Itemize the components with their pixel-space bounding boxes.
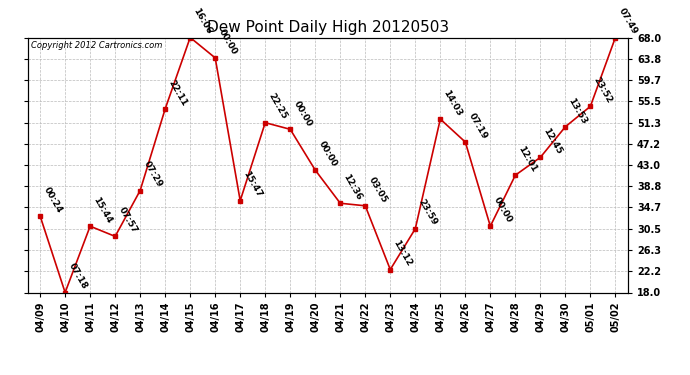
Text: Copyright 2012 Cartronics.com: Copyright 2012 Cartronics.com — [30, 41, 162, 50]
Text: 00:00: 00:00 — [317, 140, 339, 169]
Text: 07:49: 07:49 — [617, 7, 639, 36]
Text: 16:06: 16:06 — [192, 7, 214, 36]
Text: 23:59: 23:59 — [417, 198, 439, 227]
Text: 22:25: 22:25 — [266, 92, 288, 121]
Text: 00:24: 00:24 — [41, 185, 63, 214]
Text: 07:57: 07:57 — [117, 206, 139, 235]
Text: 13:53: 13:53 — [566, 96, 589, 125]
Text: 22:11: 22:11 — [166, 78, 188, 108]
Text: 13:12: 13:12 — [392, 239, 414, 268]
Text: 14:03: 14:03 — [442, 88, 464, 118]
Text: 12:01: 12:01 — [517, 145, 539, 174]
Text: 15:44: 15:44 — [92, 195, 114, 225]
Text: 07:18: 07:18 — [66, 262, 88, 291]
Text: 23:52: 23:52 — [592, 76, 614, 105]
Text: 12:36: 12:36 — [342, 172, 364, 202]
Text: 12:45: 12:45 — [542, 127, 564, 156]
Text: 03:05: 03:05 — [366, 176, 388, 204]
Text: 15:47: 15:47 — [241, 170, 264, 199]
Text: 07:29: 07:29 — [141, 160, 164, 189]
Text: 00:00: 00:00 — [492, 196, 513, 225]
Text: 00:00: 00:00 — [217, 28, 239, 57]
Text: 00:00: 00:00 — [292, 99, 313, 128]
Text: 07:19: 07:19 — [466, 111, 489, 141]
Title: Dew Point Daily High 20120503: Dew Point Daily High 20120503 — [207, 20, 448, 35]
